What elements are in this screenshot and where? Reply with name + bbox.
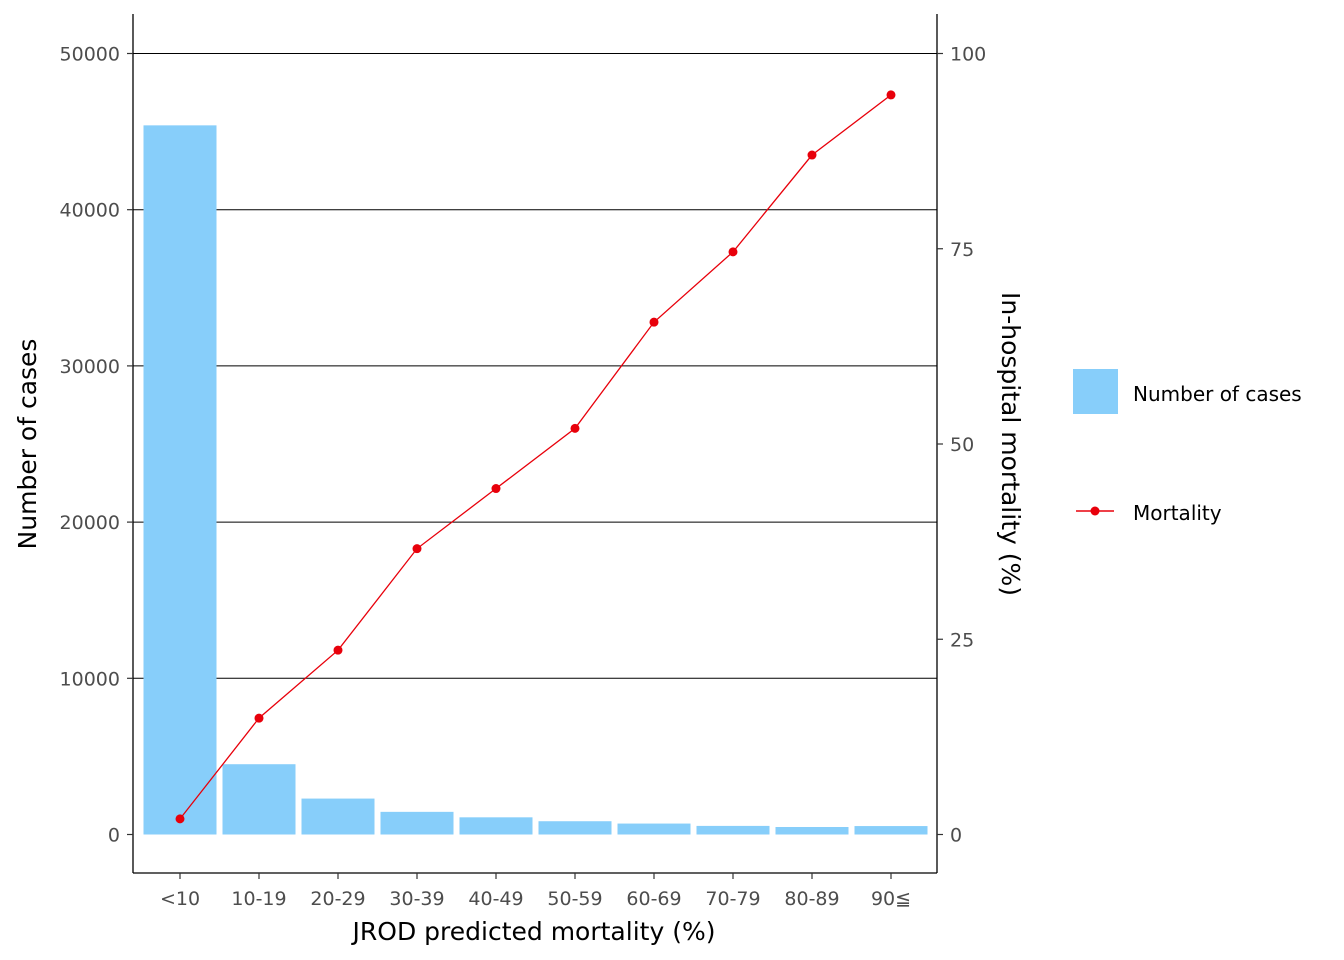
tick-labels: 0 10000 20000 30000 40000 50000 0 25 50 75 100 <10 1… <box>60 44 987 911</box>
mortality-line <box>179 94 892 820</box>
left-y-tick-label: 30000 <box>60 356 120 378</box>
right-y-tick-label: 25 <box>950 629 974 651</box>
legend-line-marker <box>1090 506 1100 516</box>
bar <box>143 125 217 835</box>
left-y-tick-label: 40000 <box>60 200 120 222</box>
right-y-tick-label: 0 <box>950 825 962 847</box>
x-tick-label: 60-69 <box>626 888 681 910</box>
bar <box>854 826 928 835</box>
gridlines <box>133 53 937 679</box>
legend-bar-swatch <box>1073 369 1118 414</box>
mortality-point <box>728 247 738 257</box>
x-tick-label: 40-49 <box>468 888 523 910</box>
legend-line-label: Mortality <box>1133 501 1222 525</box>
right-y-tick-label: 75 <box>950 239 974 261</box>
mortality-point <box>886 90 896 100</box>
bar <box>538 821 612 835</box>
x-tick-label: 10-19 <box>231 888 286 910</box>
left-y-tick-label: 10000 <box>60 668 120 690</box>
left-y-tick-label: 20000 <box>60 512 120 534</box>
right-y-tick-label: 50 <box>950 434 974 456</box>
axes <box>127 14 943 879</box>
right-y-axis-title: In-hospital mortality (%) <box>996 292 1025 596</box>
x-tick-label: 90≦ <box>871 888 911 910</box>
bar <box>301 798 375 835</box>
mortality-point <box>412 544 422 554</box>
bar <box>617 823 691 835</box>
left-y-axis-title: Number of cases <box>13 339 42 550</box>
x-tick-label: <10 <box>160 888 200 910</box>
mortality-point <box>649 317 659 327</box>
mortality-point <box>254 713 264 723</box>
x-tick-label: 70-79 <box>705 888 760 910</box>
mortality-point <box>333 645 343 655</box>
left-y-tick-label: 50000 <box>60 44 120 66</box>
x-tick-label: 20-29 <box>310 888 365 910</box>
x-tick-label: 80-89 <box>784 888 839 910</box>
legend: Number of cases Mortality <box>1073 369 1302 525</box>
mortality-point <box>491 484 501 494</box>
mortality-point <box>570 423 580 433</box>
bar <box>696 825 770 835</box>
line-series <box>175 90 896 824</box>
bar <box>459 817 533 835</box>
mortality-point <box>807 150 817 160</box>
legend-bar-label: Number of cases <box>1133 382 1302 406</box>
bar <box>775 827 849 835</box>
left-y-tick-label: 0 <box>108 825 120 847</box>
x-axis-title: JROD predicted mortality (%) <box>351 917 716 946</box>
mortality-point <box>175 814 185 824</box>
right-y-tick-label: 100 <box>950 44 986 66</box>
x-tick-label: 50-59 <box>547 888 602 910</box>
bar <box>222 764 296 835</box>
bar <box>380 811 454 835</box>
bar-series <box>143 125 928 835</box>
x-tick-label: 30-39 <box>389 888 444 910</box>
